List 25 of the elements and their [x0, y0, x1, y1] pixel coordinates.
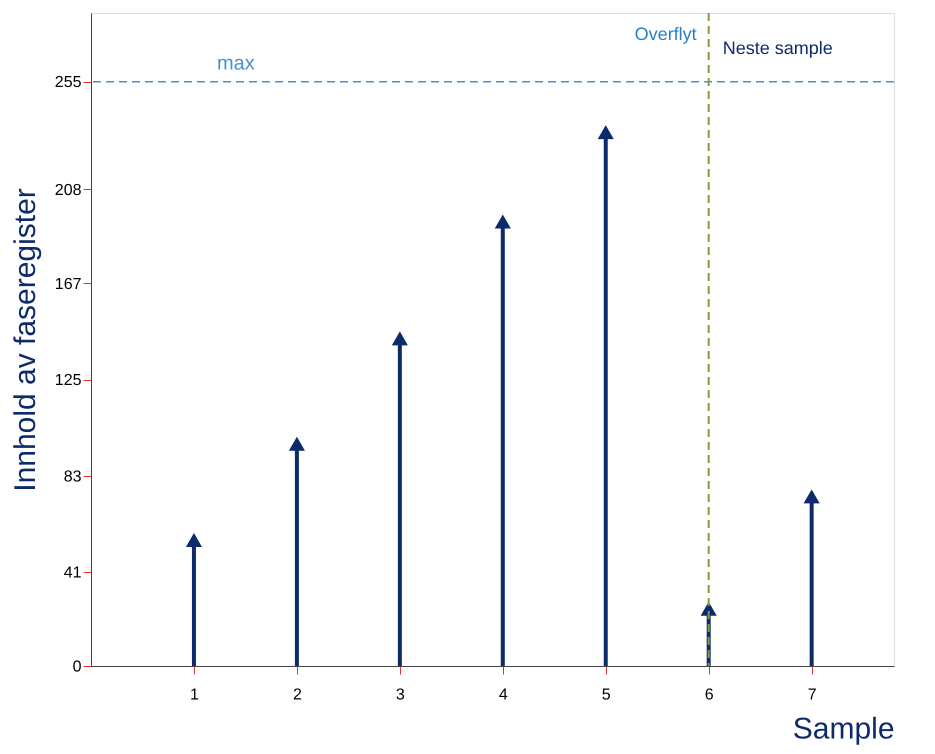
point	[186, 533, 202, 547]
x-tick-label: 3	[396, 686, 405, 704]
annotation: Overflyt	[634, 24, 697, 44]
y-axis-title: Innhold av faseregister	[8, 188, 42, 492]
x-tick-label: 5	[602, 686, 611, 704]
y-tick-label: 0	[72, 658, 82, 676]
y-tick-label: 41	[64, 564, 82, 582]
point	[392, 331, 408, 346]
x-tick-label: 6	[704, 686, 714, 704]
y-tick-label: 125	[54, 372, 82, 390]
x-axis-title: Sample	[792, 712, 894, 746]
y-tick-label: 255	[54, 74, 82, 92]
annotation: Neste sample	[722, 38, 833, 58]
point	[494, 214, 511, 228]
x-tick-label: 2	[292, 686, 302, 704]
x-tick-label: 1	[190, 686, 199, 704]
point	[804, 489, 820, 504]
y-tick-label: 167	[54, 276, 82, 293]
y-tick-label: 208	[54, 182, 82, 199]
x-tick-label: 7	[808, 686, 817, 704]
x-tick-label: 4	[498, 686, 508, 704]
ref-line-label: max	[217, 52, 255, 75]
point	[288, 436, 305, 451]
point	[598, 125, 614, 140]
y-tick-label: 83	[64, 468, 82, 486]
